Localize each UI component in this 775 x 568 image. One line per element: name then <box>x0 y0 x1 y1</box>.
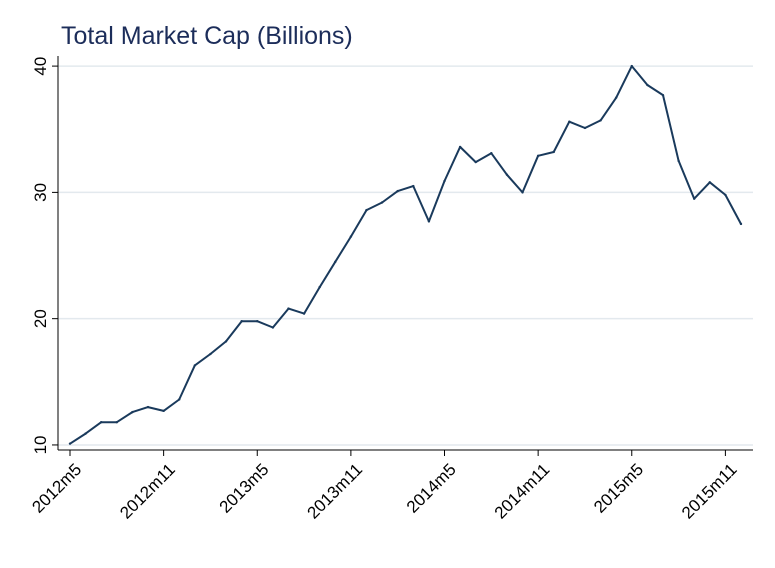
data-point-20 <box>380 201 384 204</box>
data-point-33 <box>583 126 587 130</box>
data-point-13 <box>271 326 275 329</box>
data-point-16 <box>318 285 321 289</box>
y-tick-label-30: 30 <box>31 183 50 202</box>
gridlines <box>58 65 753 446</box>
data-point-6 <box>162 409 165 413</box>
data-point-7 <box>178 398 181 401</box>
data-point-42 <box>724 193 727 197</box>
y-tick-label-40: 40 <box>31 57 50 76</box>
data-point-22 <box>412 184 415 188</box>
data-point-32 <box>568 120 571 123</box>
data-point-31 <box>552 150 555 154</box>
data-point-15 <box>302 312 306 315</box>
data-point-29 <box>521 191 524 194</box>
data-point-12 <box>256 319 259 323</box>
data-point-1 <box>84 432 87 435</box>
data-point-9 <box>209 352 212 356</box>
data-point-19 <box>365 208 368 212</box>
data-point-3 <box>115 421 119 424</box>
data-point-30 <box>536 154 540 157</box>
data-point-21 <box>396 189 399 193</box>
data-point-8 <box>193 364 197 367</box>
data-point-25 <box>458 145 462 149</box>
data-point-2 <box>100 421 103 424</box>
series-layer <box>68 64 743 445</box>
data-point-35 <box>614 96 618 99</box>
data-point-26 <box>474 160 477 164</box>
data-point-41 <box>708 181 711 184</box>
data-point-18 <box>349 235 353 238</box>
data-point-43 <box>739 222 743 226</box>
data-point-14 <box>287 307 290 310</box>
data-point-36 <box>630 64 633 68</box>
data-point-0 <box>68 442 72 445</box>
data-point-37 <box>646 83 649 87</box>
data-point-10 <box>224 340 228 343</box>
chart-title: Total Market Cap (Billions) <box>61 22 353 50</box>
series-line-market-cap <box>69 65 742 445</box>
data-point-39 <box>677 159 680 163</box>
y-tick-label-20: 20 <box>31 309 50 328</box>
data-point-28 <box>505 173 509 176</box>
data-point-40 <box>692 197 696 200</box>
data-point-4 <box>131 410 134 414</box>
data-point-11 <box>240 319 243 323</box>
data-point-38 <box>661 93 665 97</box>
data-point-23 <box>427 220 431 223</box>
y-tick-label-10: 10 <box>31 435 50 454</box>
data-point-17 <box>334 260 337 264</box>
data-point-34 <box>599 119 602 122</box>
data-point-5 <box>146 405 150 409</box>
data-point-24 <box>443 179 446 183</box>
data-point-27 <box>490 152 493 155</box>
